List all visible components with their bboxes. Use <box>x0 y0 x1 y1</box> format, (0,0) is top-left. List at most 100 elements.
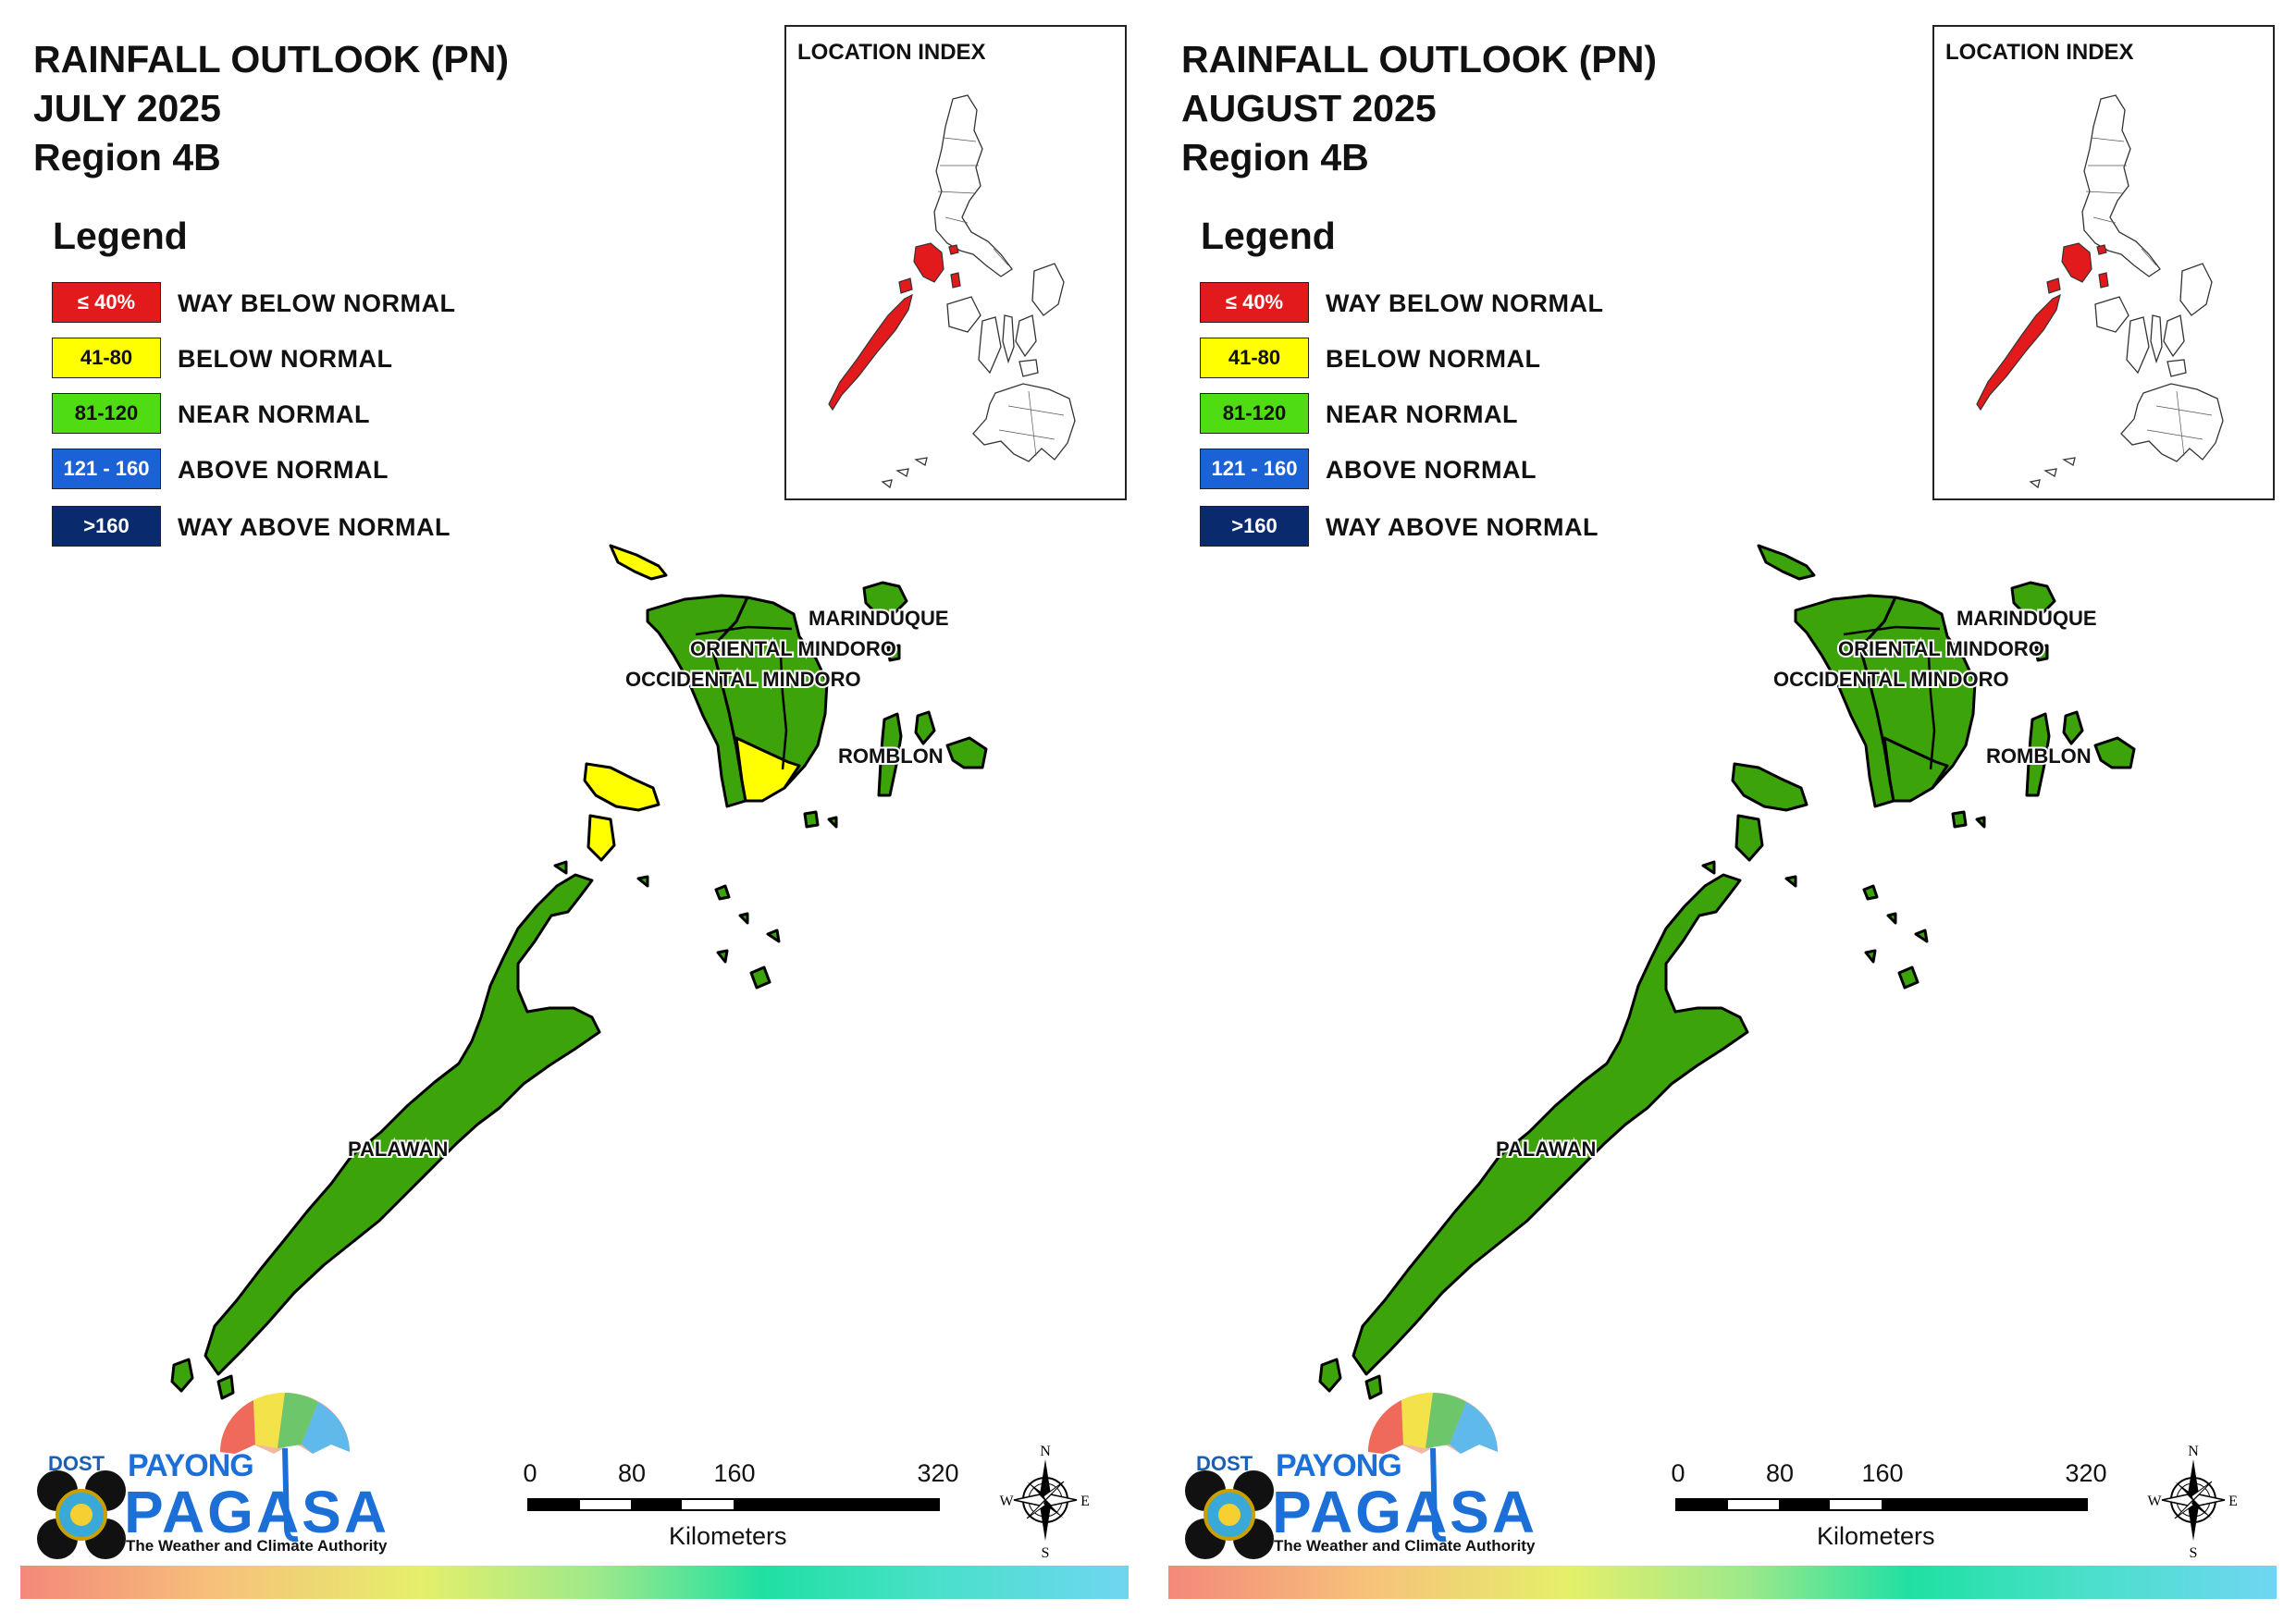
islet-f-shape <box>827 816 838 829</box>
logo-dost-text: DOST <box>1196 1452 1253 1475</box>
sibuyan-island-shape <box>2093 736 2136 769</box>
region-4b-map: MARINDUQUE ORIENTAL MINDORO OCCIDENTAL M… <box>170 544 988 1400</box>
gradient-strip <box>1168 1566 2277 1599</box>
index-bohol <box>1018 359 1039 377</box>
label-marinduque: MARINDUQUE <box>809 607 949 630</box>
index-cebu <box>1002 314 1015 364</box>
compass-e: E <box>1080 1494 1090 1509</box>
legend-swatch: 41-80 <box>1200 338 1309 378</box>
logo-pagasa-text: PAGASA <box>124 1479 390 1545</box>
title-line-1: RAINFALL OUTLOOK (PN) <box>33 38 509 80</box>
scale-bar-graphic <box>527 1498 940 1511</box>
legend-label: ABOVE NORMAL <box>1326 456 1537 484</box>
title-line-2: AUGUST 2025 <box>1181 87 1437 129</box>
legend-item: 81-120 NEAR NORMAL <box>52 393 477 436</box>
lubang-island-shape <box>609 544 668 581</box>
islet-f-shape <box>1975 816 1986 829</box>
label-occidental-mindoro: OCCIDENTAL MINDORO <box>625 668 861 691</box>
scale-unit: Kilometers <box>669 1522 787 1550</box>
compass-s: S <box>1042 1545 1050 1558</box>
index-negros <box>2126 316 2150 375</box>
legend-label: WAY ABOVE NORMAL <box>1326 513 1599 541</box>
cuyo-islet-shape <box>749 965 772 990</box>
palawan-south-islet-shape <box>1364 1374 1383 1400</box>
compass-rose-icon: N S W E <box>999 1444 1090 1561</box>
logo-tagline: The Weather and Climate Authority <box>126 1537 388 1555</box>
compass-rose: N S W E <box>2147 1443 2240 1561</box>
legend-title: Legend <box>1201 215 1336 257</box>
cuyo-islet-shape <box>1897 965 1920 990</box>
logo-pagasa-text: PAGASA <box>1272 1479 1538 1545</box>
legend-item: ≤ 40% WAY BELOW NORMAL <box>1200 282 1625 325</box>
culion-island-shape <box>586 814 616 862</box>
palawan-mainland-shape <box>1352 873 1749 1376</box>
busuanga-island-shape <box>583 762 660 812</box>
index-mindanao <box>2120 383 2224 462</box>
romblon-tablas-shape <box>877 712 903 797</box>
islet-b-shape <box>738 912 749 925</box>
outlook-panel-july: RAINFALL OUTLOOK (PN) JULY 2025 Region 4… <box>20 25 1129 1599</box>
marinduque-shape <box>862 581 908 616</box>
compass-n: N <box>1040 1444 1051 1459</box>
index-leyte <box>2163 314 2185 358</box>
scale-tick-3: 320 <box>2065 1459 2107 1487</box>
compass-rose: N S W E <box>999 1443 1092 1561</box>
compass-n: N <box>2188 1444 2199 1459</box>
legend-item: 41-80 BELOW NORMAL <box>1200 338 1625 380</box>
legend-item: 121 - 160 ABOVE NORMAL <box>52 449 477 491</box>
scale-tick-2: 160 <box>713 1459 756 1487</box>
islet-h-shape <box>553 860 568 875</box>
dost-seal-icon <box>37 1470 126 1559</box>
legend-label: NEAR NORMAL <box>178 400 370 428</box>
index-bohol <box>2166 359 2187 377</box>
balabac-island-shape <box>1318 1358 1342 1393</box>
scale-tick-2: 160 <box>1861 1459 1904 1487</box>
map-title: RAINFALL OUTLOOK (PN) JULY 2025 Region 4… <box>33 35 509 182</box>
legend-swatch: >160 <box>1200 506 1309 547</box>
index-mindanao <box>972 383 1076 462</box>
scale-tick-0: 0 <box>523 1459 537 1487</box>
legend-swatch: ≤ 40% <box>1200 282 1309 323</box>
label-oriental-mindoro: ORIENTAL MINDORO <box>690 637 896 660</box>
legend-swatch: 41-80 <box>52 338 161 378</box>
mindoro-south-tip-shape <box>1882 736 1949 803</box>
palawan-mainland-shape <box>204 873 601 1376</box>
legend-swatch: 121 - 160 <box>1200 449 1309 489</box>
culion-island-shape <box>1734 814 1764 862</box>
label-marinduque: MARINDUQUE <box>1957 607 2097 630</box>
islet-e-shape <box>803 810 820 829</box>
logo-tagline: The Weather and Climate Authority <box>1274 1537 1536 1555</box>
scale-tick-3: 320 <box>917 1459 959 1487</box>
islet-g-shape <box>636 875 649 888</box>
legend-label: BELOW NORMAL <box>178 345 393 373</box>
romblon-north-islet-shape <box>2034 644 2049 662</box>
legend-item: >160 WAY ABOVE NORMAL <box>1200 506 1625 548</box>
index-cebu <box>2150 314 2163 364</box>
legend-label: WAY BELOW NORMAL <box>178 289 456 317</box>
legend-swatch: >160 <box>52 506 161 547</box>
scale-bar-graphic <box>1675 1498 2088 1511</box>
romblon-north-islet-shape <box>886 644 901 662</box>
compass-s: S <box>2190 1545 2198 1558</box>
label-palawan: PALAWAN <box>348 1137 448 1161</box>
compass-w: W <box>999 1494 1014 1509</box>
scale-unit: Kilometers <box>1817 1522 1935 1550</box>
islet-c-shape <box>1914 928 1929 943</box>
index-negros <box>978 316 1002 375</box>
compass-rose-icon: N S W E <box>2147 1444 2237 1561</box>
romblon-island-shape <box>2062 710 2084 745</box>
romblon-tablas-shape <box>2025 712 2051 797</box>
outlook-panel-august: RAINFALL OUTLOOK (PN) AUGUST 2025 Region… <box>1148 0 2296 1623</box>
index-samar <box>2179 263 2213 316</box>
scale-tick-1: 80 <box>1765 1459 1795 1487</box>
scale-bar: 0 80 160 320 Kilometers <box>1671 1459 2106 1552</box>
logo-dost-text: DOST <box>48 1452 105 1475</box>
balabac-island-shape <box>170 1358 194 1393</box>
legend-item: 81-120 NEAR NORMAL <box>1200 393 1625 436</box>
dost-seal-icon <box>1185 1470 1274 1559</box>
lubang-island-shape <box>1757 544 1816 581</box>
legend-label: WAY ABOVE NORMAL <box>178 513 451 541</box>
region-4b-map: MARINDUQUE ORIENTAL MINDORO OCCIDENTAL M… <box>1318 544 2136 1400</box>
legend-label: NEAR NORMAL <box>1326 400 1518 428</box>
islet-a-shape <box>714 884 731 901</box>
